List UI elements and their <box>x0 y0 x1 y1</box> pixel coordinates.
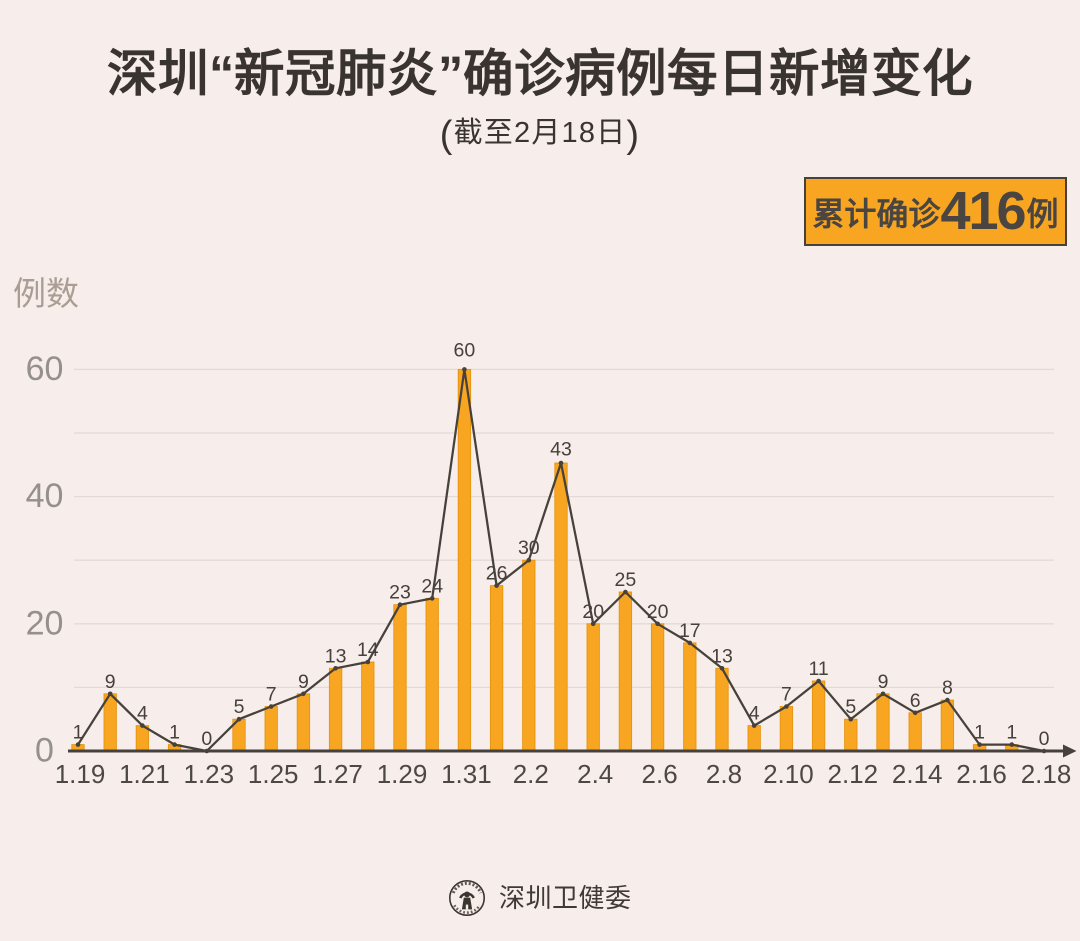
svg-text:2.16: 2.16 <box>956 759 1007 789</box>
svg-text:2.4: 2.4 <box>577 759 613 789</box>
svg-text:60: 60 <box>454 339 476 361</box>
svg-text:14: 14 <box>357 639 379 661</box>
svg-text:6: 6 <box>910 690 921 712</box>
svg-text:2.14: 2.14 <box>892 759 943 789</box>
svg-text:25: 25 <box>615 569 637 591</box>
svg-text:2.12: 2.12 <box>827 759 878 789</box>
svg-text:40: 40 <box>26 477 64 515</box>
svg-text:0: 0 <box>35 732 54 770</box>
svg-text:8: 8 <box>942 677 953 699</box>
svg-text:2.6: 2.6 <box>642 759 678 789</box>
svg-text:1: 1 <box>169 722 180 744</box>
svg-text:1.23: 1.23 <box>183 759 234 789</box>
svg-text:1.27: 1.27 <box>312 759 363 789</box>
svg-text:2.18: 2.18 <box>1021 759 1072 789</box>
svg-text:11: 11 <box>808 658 828 680</box>
svg-text:0: 0 <box>1039 728 1050 750</box>
svg-text:1: 1 <box>73 722 84 744</box>
svg-text:2.8: 2.8 <box>706 759 742 789</box>
svg-text:13: 13 <box>325 645 347 667</box>
svg-text:0: 0 <box>201 728 212 750</box>
svg-text:26: 26 <box>486 563 508 585</box>
svg-text:1.25: 1.25 <box>248 759 299 789</box>
svg-text:23: 23 <box>389 582 411 604</box>
svg-text:1: 1 <box>974 722 985 744</box>
svg-text:17: 17 <box>679 620 701 642</box>
svg-text:9: 9 <box>105 671 116 693</box>
svg-text:1: 1 <box>1006 722 1017 744</box>
svg-text:1.21: 1.21 <box>119 759 170 789</box>
svg-text:24: 24 <box>421 575 443 597</box>
svg-text:1.19: 1.19 <box>55 759 106 789</box>
svg-text:7: 7 <box>266 684 277 706</box>
svg-text:43: 43 <box>550 439 572 461</box>
svg-text:5: 5 <box>234 696 245 718</box>
svg-text:60: 60 <box>26 350 64 388</box>
svg-text:4: 4 <box>137 703 148 725</box>
svg-text:20: 20 <box>647 601 669 623</box>
svg-text:1.31: 1.31 <box>441 759 492 789</box>
svg-text:4: 4 <box>749 703 760 725</box>
svg-text:20: 20 <box>582 601 604 623</box>
svg-text:1.29: 1.29 <box>377 759 428 789</box>
svg-text:2.10: 2.10 <box>763 759 814 789</box>
svg-text:5: 5 <box>845 696 856 718</box>
svg-text:2.2: 2.2 <box>513 759 549 789</box>
svg-text:9: 9 <box>298 671 309 693</box>
svg-text:20: 20 <box>26 604 64 642</box>
svg-text:7: 7 <box>781 684 792 706</box>
svg-text:30: 30 <box>518 537 540 559</box>
svg-text:9: 9 <box>878 671 889 693</box>
svg-text:13: 13 <box>711 645 733 667</box>
